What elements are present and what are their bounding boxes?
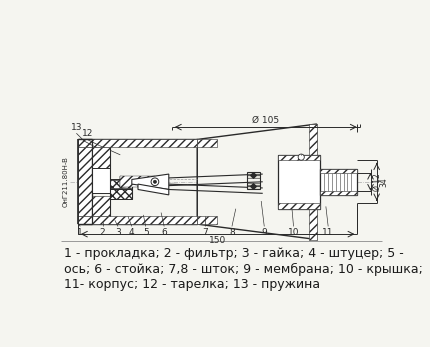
Text: 11: 11 xyxy=(322,228,334,237)
Bar xyxy=(110,188,132,195)
Text: 10: 10 xyxy=(288,228,299,237)
Bar xyxy=(110,189,132,199)
Polygon shape xyxy=(138,184,169,195)
Text: 5: 5 xyxy=(143,228,148,237)
Text: 150: 150 xyxy=(209,236,227,245)
Text: Ø 105: Ø 105 xyxy=(252,116,280,125)
Text: Ø 12: Ø 12 xyxy=(373,173,382,191)
Polygon shape xyxy=(132,174,169,189)
Text: 34: 34 xyxy=(379,177,388,187)
Text: 4: 4 xyxy=(129,228,135,237)
Text: ОнГ211.80Н-B: ОнГ211.80Н-B xyxy=(63,156,69,207)
Bar xyxy=(78,217,197,224)
Text: 1: 1 xyxy=(77,228,83,237)
Bar xyxy=(78,139,197,147)
Text: 8: 8 xyxy=(229,228,235,237)
Text: 9: 9 xyxy=(261,228,267,237)
Bar xyxy=(278,155,320,209)
Text: 7: 7 xyxy=(202,228,208,237)
Text: 12: 12 xyxy=(81,129,93,138)
Text: 11- корпус; 12 - тарелка; 13 - пружина: 11- корпус; 12 - тарелка; 13 - пружина xyxy=(64,278,320,291)
Circle shape xyxy=(154,180,157,183)
Bar xyxy=(197,139,217,147)
Text: 6: 6 xyxy=(161,228,167,237)
Text: 13: 13 xyxy=(71,123,82,132)
Circle shape xyxy=(151,178,159,186)
Text: 2: 2 xyxy=(100,228,105,237)
Bar xyxy=(110,180,132,188)
Bar xyxy=(197,217,217,224)
Bar xyxy=(92,168,110,193)
Bar xyxy=(92,196,110,217)
Polygon shape xyxy=(120,176,155,187)
Bar xyxy=(320,191,357,195)
Bar xyxy=(247,183,260,189)
Bar xyxy=(78,147,92,217)
Bar xyxy=(110,180,132,188)
Bar xyxy=(278,155,320,160)
Text: 1 - прокладка; 2 - фильтр; 3 - гайка; 4 - штуцер; 5 -: 1 - прокладка; 2 - фильтр; 3 - гайка; 4 … xyxy=(64,247,404,260)
Circle shape xyxy=(298,154,304,160)
Text: ось; 6 - стойка; 7,8 - шток; 9 - мембрана; 10 - крышка;: ось; 6 - стойка; 7,8 - шток; 9 - мембран… xyxy=(64,263,423,276)
Text: 3: 3 xyxy=(115,228,121,237)
Bar xyxy=(110,189,132,199)
Bar xyxy=(320,169,357,195)
Bar xyxy=(247,172,260,178)
Bar xyxy=(309,124,316,239)
Bar xyxy=(278,203,320,209)
Bar xyxy=(120,176,155,187)
Bar xyxy=(320,169,357,172)
Bar xyxy=(78,139,197,224)
Bar xyxy=(92,147,110,168)
Polygon shape xyxy=(197,124,316,239)
